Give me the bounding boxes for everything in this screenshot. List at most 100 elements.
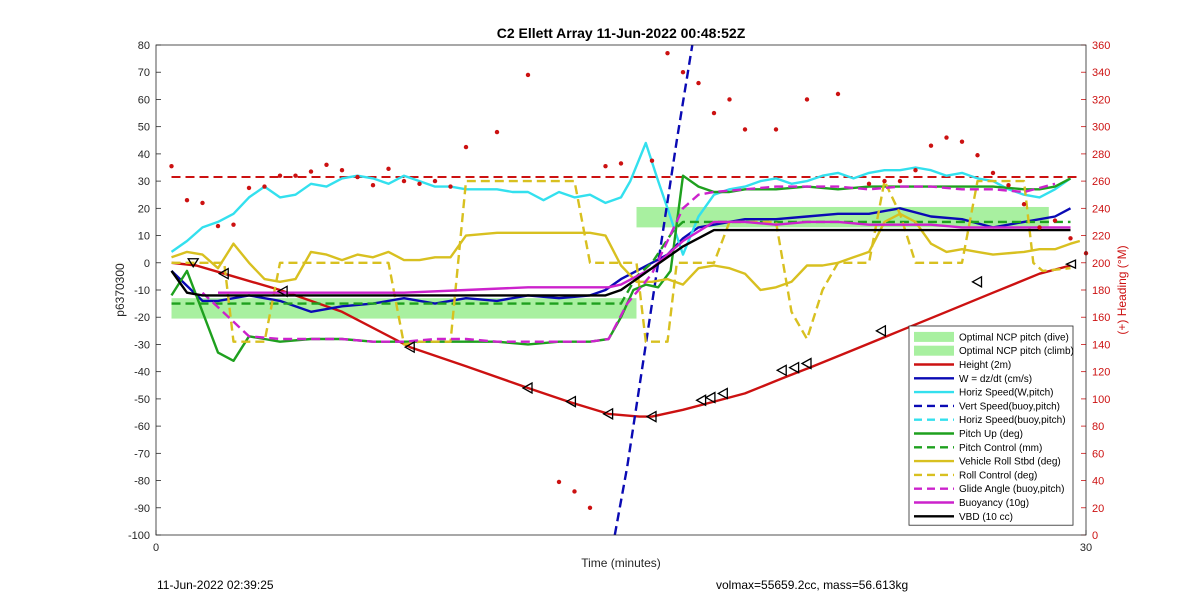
series-glide-angle-buoy-pitch — [201, 182, 1056, 343]
heading-point — [401, 178, 407, 184]
y-tick-label: 80 — [138, 40, 150, 52]
left-y-ticks: 80 70 60 50 40 30 20 10 0 -10 -20 -30 -40 -50 -60 -70 -8… — [128, 40, 161, 542]
height-marker — [1064, 259, 1077, 270]
heading-point — [417, 181, 422, 187]
heading-point — [324, 162, 329, 167]
heading-point — [742, 127, 748, 132]
series-vbd-10-cc — [170, 228, 1071, 297]
y-tick-label: 30 — [138, 176, 150, 188]
legend-label: Horiz Speed(buoy,pitch) — [959, 415, 1066, 426]
heading-point — [200, 200, 205, 206]
heading-point — [618, 161, 624, 166]
y-tick-label: -90 — [134, 503, 150, 515]
legend-swatch — [914, 345, 954, 356]
heading-point — [882, 178, 887, 184]
legend-label: Vert Speed(buoy,pitch) — [959, 401, 1060, 412]
y-tick-label: -20 — [134, 312, 150, 324]
heading-point — [959, 139, 965, 144]
footer-timestamp: 11-Jun-2022 02:39:25 — [157, 578, 274, 592]
heading-point — [556, 479, 562, 485]
heading-point — [448, 184, 453, 189]
heading-point — [603, 163, 608, 169]
heading-point — [572, 489, 577, 494]
heading-point — [339, 168, 345, 173]
y-tick-label: -60 — [134, 421, 150, 433]
height-marker — [800, 357, 812, 370]
height-marker — [602, 407, 614, 420]
series-pitch-up-deg — [170, 174, 1072, 362]
x-tick-label: 0 — [153, 542, 159, 554]
height-marker — [403, 341, 415, 354]
heading-point — [184, 197, 190, 203]
series-vert-speed-buoy-pitch — [613, 45, 694, 535]
heading-point — [1068, 236, 1073, 241]
legend-label: Height (2m) — [959, 360, 1011, 371]
legend-label: Vehicle Roll Stbd (deg) — [959, 457, 1061, 468]
y-tick-label: 70 — [138, 67, 150, 79]
height-marker — [217, 267, 229, 280]
heading-point — [680, 70, 686, 75]
y-right-tick-label: 120 — [1092, 367, 1110, 379]
height-marker — [645, 410, 657, 423]
height-marker — [695, 394, 707, 407]
heading-point — [665, 50, 670, 56]
x-tick-label: 30 — [1080, 542, 1092, 554]
heading-point — [897, 178, 903, 184]
y-tick-label: -80 — [134, 476, 150, 488]
heading-point — [355, 174, 360, 180]
y-tick-label: -10 — [134, 285, 150, 297]
chart-title: C2 Ellett Array 11-Jun-2022 00:48:52Z — [497, 25, 746, 41]
legend-label: Pitch Control (mm) — [959, 443, 1042, 454]
legend: Optimal NCP pitch (dive) Optimal NCP pitc… — [908, 325, 1074, 526]
heading-point — [231, 222, 236, 227]
heading-point — [308, 169, 314, 174]
y-right-tick-label: 20 — [1092, 503, 1104, 515]
heading-point — [262, 184, 267, 189]
legend-label: Pitch Up (deg) — [959, 429, 1023, 440]
legend-label: VBD (10 cc) — [959, 512, 1013, 523]
y-right-tick-label: 180 — [1092, 285, 1110, 297]
series-vehicle-roll-stbd-deg — [171, 212, 1081, 292]
height-marker — [276, 285, 288, 298]
y-axis-label: p6370300 — [113, 263, 127, 317]
y-tick-label: -50 — [134, 394, 150, 406]
heading-point — [293, 173, 298, 178]
heading-point — [1021, 202, 1027, 207]
y-right-tick-label: 260 — [1092, 176, 1110, 188]
y-tick-label: 20 — [138, 203, 150, 215]
heading-points — [169, 50, 1089, 510]
height-marker — [704, 391, 716, 404]
series-lines — [170, 45, 1081, 535]
right-y-ticks: 3603403203002802602402202001801601401201… — [1081, 40, 1110, 542]
legend-swatch — [914, 331, 954, 342]
y-right-tick-label: 200 — [1092, 258, 1110, 270]
series-roll-control-deg — [171, 179, 1071, 346]
heading-point — [944, 135, 949, 140]
heading-point — [525, 72, 531, 78]
y-right-tick-label: 280 — [1092, 149, 1110, 161]
heading-point — [866, 181, 872, 187]
legend-label: Glide Angle (buoy,pitch) — [959, 484, 1064, 495]
heading-point — [913, 168, 918, 173]
plot-frame — [155, 44, 1087, 536]
series-horiz-speed-w-pitch — [170, 141, 1072, 256]
x-axis-label: Time (minutes) — [581, 556, 661, 570]
heading-point — [370, 182, 376, 188]
height-marker — [716, 387, 728, 400]
height-marker — [788, 361, 800, 374]
y-tick-label: -40 — [134, 367, 150, 379]
height-marker — [521, 381, 533, 395]
heading-point — [432, 178, 438, 184]
height-marker — [971, 275, 983, 288]
y-tick-label: -100 — [128, 530, 150, 542]
height-marker — [775, 364, 787, 377]
heading-point — [727, 97, 732, 102]
y-right-tick-label: 80 — [1092, 421, 1104, 433]
heading-point — [277, 173, 283, 178]
y-tick-label: 40 — [138, 149, 150, 161]
y-right-tick-label: 0 — [1092, 530, 1098, 542]
heading-point — [463, 144, 469, 150]
heading-point — [587, 505, 593, 510]
heading-point — [1037, 225, 1042, 230]
heading-point — [246, 185, 252, 191]
